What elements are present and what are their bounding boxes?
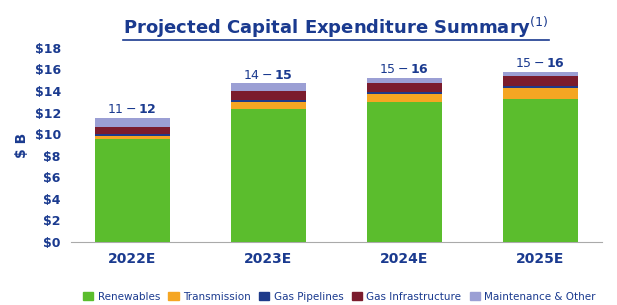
Bar <box>231 109 305 242</box>
Bar <box>367 92 442 94</box>
Bar <box>94 134 170 136</box>
Bar <box>503 76 578 86</box>
Text: $15 - $16: $15 - $16 <box>515 57 565 70</box>
Text: $15 - $16: $15 - $16 <box>379 63 429 77</box>
Text: $14 - $15: $14 - $15 <box>243 69 293 82</box>
Bar <box>94 136 170 139</box>
Bar <box>94 118 170 127</box>
Bar <box>503 88 578 99</box>
Title: Projected Capital Expenditure Summary$^{(1)}$: Projected Capital Expenditure Summary$^{… <box>123 15 549 40</box>
Bar <box>231 100 305 102</box>
Bar <box>94 127 170 134</box>
Bar <box>94 139 170 242</box>
Text: $11 - $12: $11 - $12 <box>107 103 157 116</box>
Bar <box>231 84 305 91</box>
Legend: Renewables, Transmission, Gas Pipelines, Gas Infrastructure, Maintenance & Other: Renewables, Transmission, Gas Pipelines,… <box>79 288 600 305</box>
Bar <box>367 102 442 242</box>
Bar <box>231 102 305 109</box>
Bar <box>503 99 578 242</box>
Bar <box>231 91 305 100</box>
Bar <box>367 94 442 102</box>
Bar <box>367 84 442 92</box>
Bar <box>503 72 578 76</box>
Bar <box>367 78 442 84</box>
Y-axis label: $ B: $ B <box>15 132 29 157</box>
Bar <box>503 86 578 88</box>
